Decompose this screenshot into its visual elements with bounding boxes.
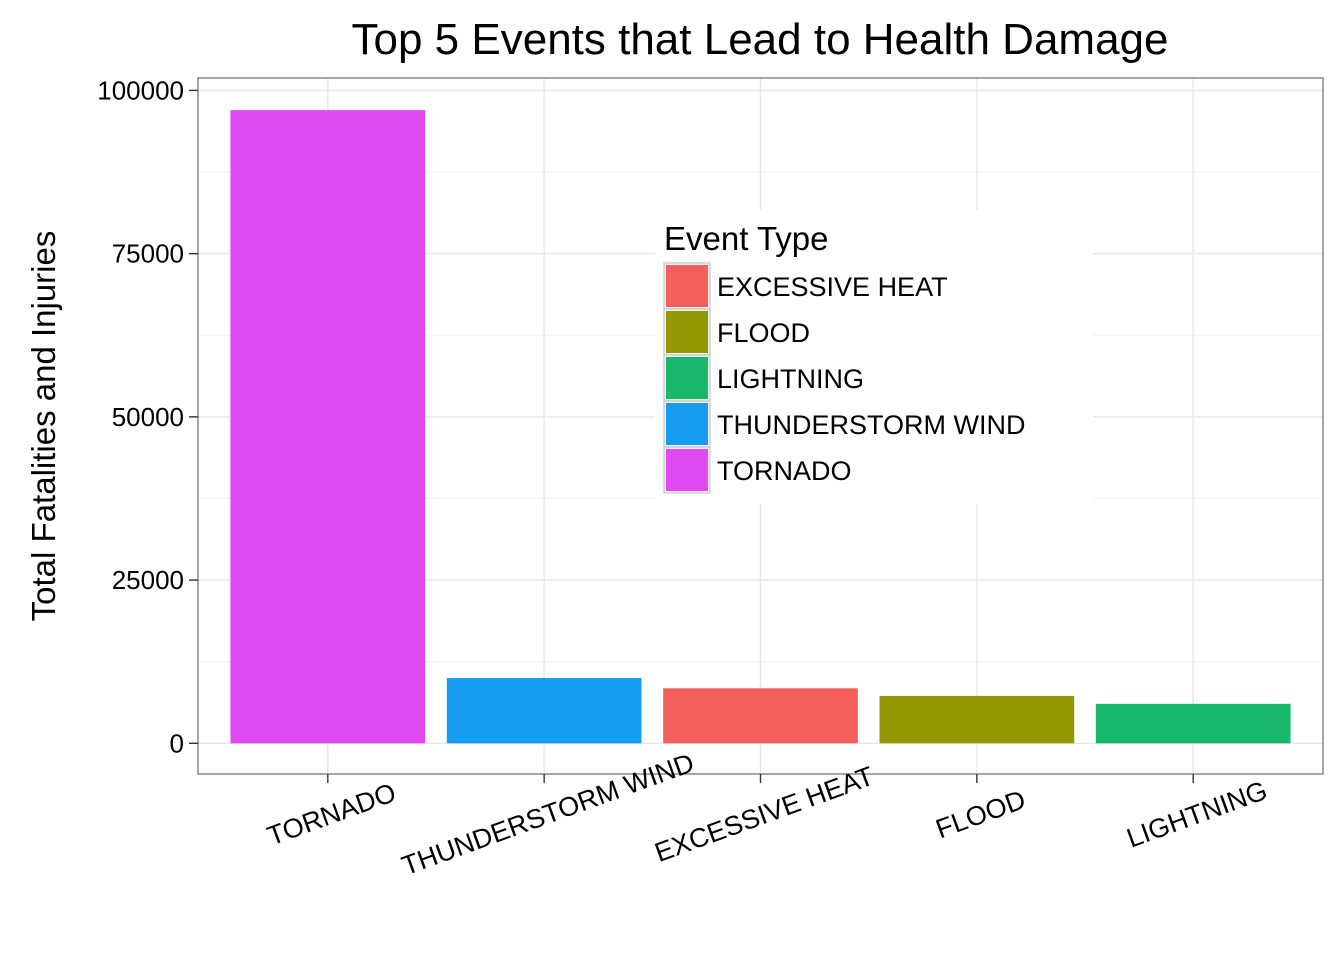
x-tick-label: TORNADO — [263, 777, 400, 851]
legend-swatch — [666, 357, 708, 399]
bar-flood[interactable] — [879, 695, 1075, 744]
y-axis-title-group: Total Fatalities and Injuries — [25, 231, 62, 622]
y-tick-label: 0 — [170, 728, 184, 758]
chart-title: Top 5 Events that Lead to Health Damage — [352, 15, 1169, 64]
legend-swatch — [666, 265, 708, 307]
y-tick-label: 75000 — [112, 239, 184, 269]
x-tick-label: FLOOD — [932, 784, 1030, 844]
legend-title: Event Type — [664, 220, 829, 257]
bar-layer — [230, 110, 1291, 744]
legend-label: LIGHTNING — [717, 364, 864, 394]
y-tick-label: 25000 — [112, 565, 184, 595]
y-tick-label: 100000 — [97, 75, 184, 105]
legend-label: THUNDERSTORM WIND — [717, 410, 1025, 440]
legend-swatch — [666, 449, 708, 491]
legend-label: TORNADO — [717, 456, 852, 486]
legend-label: EXCESSIVE HEAT — [717, 272, 948, 302]
legend-swatch — [666, 311, 708, 353]
bar-tornado[interactable] — [230, 110, 426, 744]
legend-label: FLOOD — [717, 318, 810, 348]
y-axis-title: Total Fatalities and Injuries — [25, 231, 62, 622]
x-tick-label-group: LIGHTNING — [1123, 775, 1271, 853]
y-tick-label: 50000 — [112, 402, 184, 432]
bar-lightning[interactable] — [1095, 703, 1291, 744]
legend-background — [655, 210, 1093, 504]
legend: Event Type EXCESSIVE HEAT FLOOD LIGHTNING TH… — [655, 210, 1093, 504]
x-tick-label-group: FLOOD — [932, 784, 1030, 844]
x-tick-label: LIGHTNING — [1123, 775, 1271, 853]
bar-excessive-heat[interactable] — [663, 688, 858, 744]
legend-swatch — [666, 403, 708, 445]
bar-thunderstorm-wind[interactable] — [446, 678, 642, 744]
x-tick-label-group: TORNADO — [263, 777, 400, 851]
